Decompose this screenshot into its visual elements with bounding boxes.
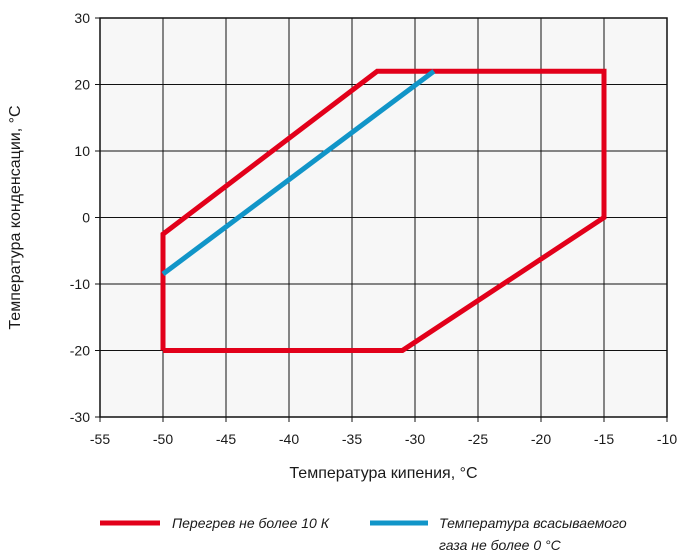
plot-frame <box>99 17 668 418</box>
y-tick-label: -10 <box>70 276 90 292</box>
y-tick-label: 20 <box>74 77 90 93</box>
y-tick-label: 10 <box>74 143 90 159</box>
legend-label-suction-gas-line-2: газа не более 0 °C <box>439 537 562 553</box>
legend: Перегрев не более 10 К Температура всасы… <box>100 515 627 553</box>
y-tick-label: -20 <box>70 343 90 359</box>
x-tick-label: -20 <box>531 431 551 447</box>
x-tick-label: -40 <box>279 431 299 447</box>
series-line-overheat <box>160 68 607 353</box>
legend-label-overheat: Перегрев не более 10 К <box>172 515 330 531</box>
x-tick-label: -30 <box>405 431 425 447</box>
x-tick-label: -35 <box>342 431 362 447</box>
y-tick-label: 0 <box>82 210 90 226</box>
y-axis-label: Температура конденсации, °C <box>7 105 24 329</box>
x-axis-ticks: -55 -50 -45 -40 -35 -30 -25 -20 -15 -10 <box>90 431 677 447</box>
x-tick-label: -10 <box>657 431 677 447</box>
x-axis-label: Температура кипения, °C <box>289 465 477 482</box>
x-tick-label: -15 <box>594 431 614 447</box>
y-tick-label: 30 <box>74 10 90 26</box>
x-tick-label: -25 <box>468 431 488 447</box>
x-tick-label: -50 <box>153 431 173 447</box>
series-layer <box>160 68 607 353</box>
x-tick-label: -45 <box>216 431 236 447</box>
x-tick-label: -55 <box>90 431 110 447</box>
y-tick-label: -30 <box>70 409 90 425</box>
y-axis-ticks: -30 -20 -10 0 10 20 30 <box>70 10 90 425</box>
series-line-suction-gas <box>161 69 436 277</box>
legend-label-suction-gas-line-1: Температура всасываемого <box>439 515 627 531</box>
